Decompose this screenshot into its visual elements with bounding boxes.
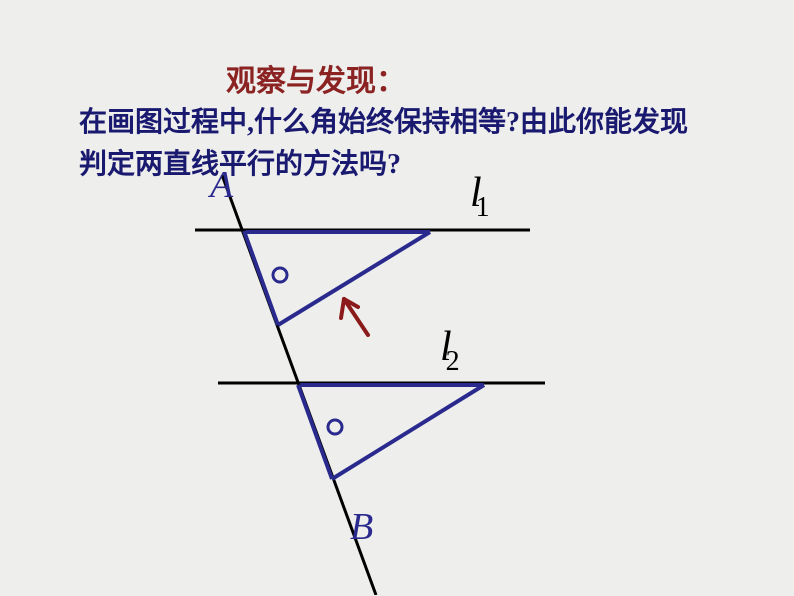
label-l2: l2 <box>440 323 466 371</box>
setsquare-2-edge-hyp <box>332 385 484 479</box>
label-l1-sub: 1 <box>476 192 490 223</box>
slide-container: 观察与发现： 在画图过程中,什么角始终保持相等?由此你能发现 判定两直线平行的方… <box>0 0 794 596</box>
setsquare-2-edge-trans <box>298 385 332 479</box>
observe-title: 观察与发现： <box>226 56 406 100</box>
label-l2-sub: 2 <box>446 346 460 377</box>
arrow-head-left <box>341 299 344 318</box>
label-B: B <box>350 505 373 549</box>
angle-marker-1 <box>273 268 287 282</box>
angle-marker-2 <box>328 420 342 434</box>
label-A: A <box>210 163 233 207</box>
body-line-1: 在画图过程中,什么角始终保持相等?由此你能发现 <box>79 100 688 140</box>
geometry-diagram: A B l1 l2 <box>140 175 580 595</box>
label-l1: l1 <box>470 169 496 217</box>
